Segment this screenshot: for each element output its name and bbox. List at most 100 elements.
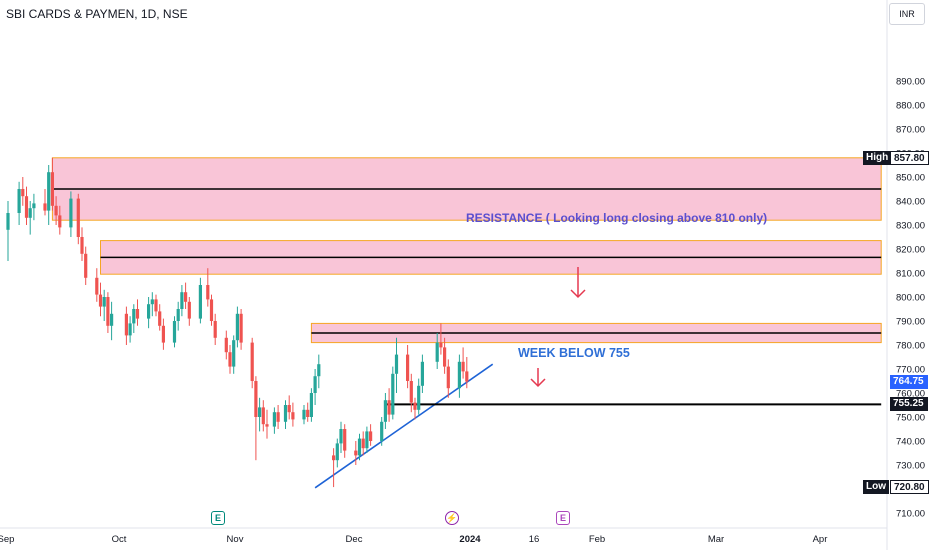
candle-body [17, 189, 21, 213]
candle [102, 289, 106, 321]
candle [369, 424, 373, 446]
earnings-event-icon[interactable]: E [556, 511, 570, 525]
candle [354, 441, 358, 465]
candle [32, 193, 36, 221]
candle-body [291, 412, 295, 420]
dividend-event-icon[interactable]: ⚡ [445, 511, 459, 525]
candle-body [435, 342, 439, 362]
candle [361, 431, 365, 456]
candle-body [406, 354, 410, 381]
candle-body [76, 198, 80, 237]
zones-layer [51, 157, 882, 344]
price-tick-label: 740.00 [896, 437, 925, 448]
candle-body [206, 285, 210, 300]
candle [283, 400, 288, 429]
candle-body [287, 405, 291, 413]
candle [154, 294, 158, 317]
candle-body [361, 438, 365, 449]
price-axis: 710.00720.00730.00740.00750.00760.00770.… [886, 0, 925, 550]
candle-body [106, 297, 110, 326]
candle [357, 433, 362, 461]
time-tick-label: Feb [589, 534, 605, 545]
candle-body [209, 299, 214, 321]
candle-body [98, 294, 103, 307]
candle-body [309, 393, 313, 417]
candle-body [283, 405, 288, 422]
candle [306, 402, 310, 422]
price-tag-low-value: 720.80 [890, 480, 929, 495]
candle-body [28, 208, 32, 218]
price-tick-label: 710.00 [896, 509, 925, 520]
candle-body [80, 237, 84, 254]
candle-body [43, 203, 47, 211]
candle [224, 330, 228, 360]
time-tick-label: Nov [227, 534, 244, 545]
candle [6, 201, 10, 261]
candle-body [21, 189, 25, 197]
candle [232, 335, 236, 374]
candle-body [335, 443, 339, 461]
candle [128, 316, 132, 343]
candle-body [135, 309, 140, 319]
candle [446, 359, 450, 398]
candle-body [176, 309, 180, 321]
candle-body [102, 297, 106, 307]
candle-body [24, 196, 29, 218]
candle [147, 297, 151, 329]
candle [302, 405, 306, 425]
candle [443, 337, 447, 374]
candle-body [239, 313, 243, 343]
time-tick-label: Apr [813, 534, 828, 545]
candle-body [317, 364, 321, 377]
candle-body [180, 292, 184, 309]
candle [43, 189, 47, 216]
price-tag-high-value: 857.80 [890, 151, 929, 166]
candle [461, 347, 465, 379]
down-arrow-support [530, 368, 546, 388]
candle [335, 438, 339, 468]
candle-body [387, 400, 391, 415]
candle-body [110, 313, 114, 326]
candle-body [84, 253, 88, 278]
candle-body [332, 455, 336, 461]
candle-body [124, 313, 128, 336]
down-arrow-resistance [570, 267, 586, 299]
down-arrow-support-head [530, 378, 546, 388]
candle [380, 417, 384, 446]
candle [435, 333, 439, 369]
candle [132, 304, 136, 333]
candle [265, 409, 269, 439]
price-tick-label: 780.00 [896, 341, 925, 352]
candle [413, 397, 417, 420]
candle [135, 299, 140, 326]
earnings-event-icon[interactable]: E [211, 511, 225, 525]
candle-body [394, 354, 399, 374]
candle [50, 157, 54, 211]
price-tick-label: 850.00 [896, 173, 925, 184]
candle [417, 378, 421, 415]
candle-body [369, 431, 373, 441]
candle [209, 294, 214, 326]
candle [80, 227, 84, 261]
time-tick-label: Oct [112, 534, 127, 545]
candle [150, 292, 154, 317]
currency-button[interactable]: INR [889, 3, 925, 25]
candle [409, 373, 413, 413]
candle-body [258, 407, 262, 417]
price-tag-value: 764.75 [890, 374, 928, 389]
candle-body [128, 323, 132, 336]
candle-body [69, 198, 73, 228]
candle-body [343, 429, 347, 451]
candle-body [465, 371, 469, 382]
symbol-title: SBI CARDS & PAYMEN, 1D, NSE [6, 7, 188, 21]
candle-body [147, 304, 151, 319]
candle [391, 366, 395, 420]
price-tick-label: 750.00 [896, 413, 925, 424]
candle [309, 388, 313, 422]
price-tick-label: 760.00 [896, 389, 925, 400]
candle [124, 306, 128, 345]
candle [406, 345, 410, 389]
candle [84, 246, 88, 285]
candle [198, 277, 202, 324]
candle [276, 405, 280, 429]
